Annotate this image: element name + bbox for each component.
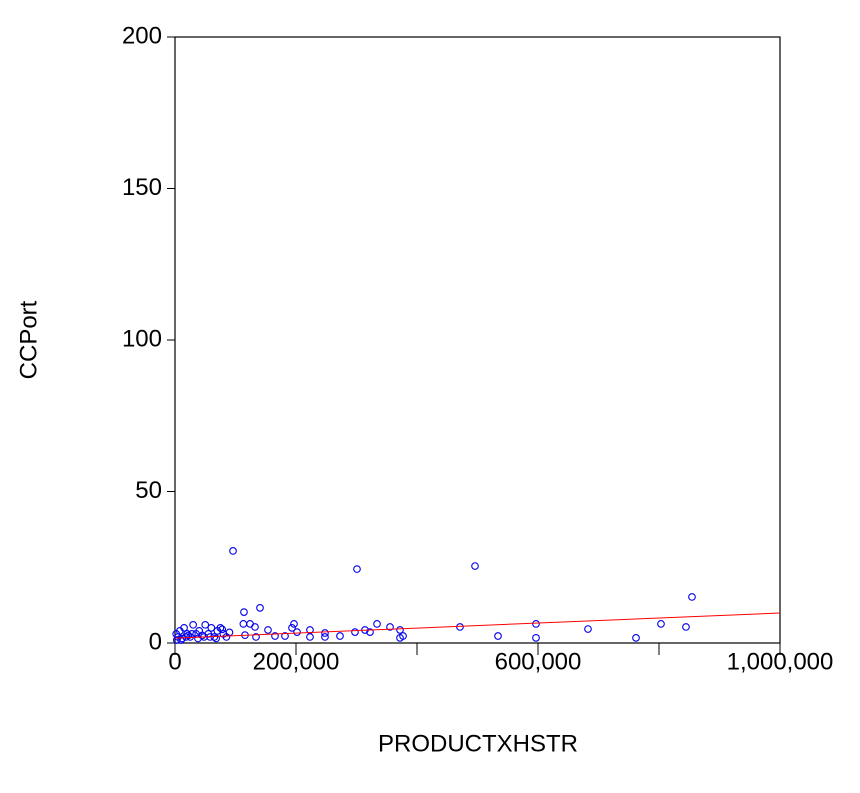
x-tick-label: 1,000,000 xyxy=(727,648,834,675)
point xyxy=(471,562,479,570)
point xyxy=(632,633,640,642)
point xyxy=(657,620,665,628)
y-tick-label: 0 xyxy=(149,628,162,655)
point xyxy=(246,620,254,628)
point xyxy=(201,620,210,629)
point xyxy=(532,620,540,628)
y-tick-label: 50 xyxy=(135,477,162,504)
point xyxy=(180,623,188,632)
point xyxy=(212,634,220,643)
fit-line xyxy=(174,612,781,639)
y-tick-label: 150 xyxy=(122,174,162,201)
point xyxy=(688,593,696,601)
x-tick-label: 0 xyxy=(168,648,181,675)
point xyxy=(264,626,272,634)
point xyxy=(240,608,248,616)
point xyxy=(172,636,181,644)
point xyxy=(271,632,279,640)
point xyxy=(207,623,216,632)
plot-frame xyxy=(174,36,781,644)
point xyxy=(456,623,464,631)
point xyxy=(396,626,404,634)
point xyxy=(353,565,361,573)
point xyxy=(386,623,394,631)
point xyxy=(321,633,329,641)
point xyxy=(494,632,502,640)
point xyxy=(321,629,329,637)
x-tick-label: 600,000 xyxy=(495,648,582,675)
point xyxy=(239,620,248,628)
x-tick-label: 200,000 xyxy=(253,648,340,675)
point xyxy=(682,623,690,631)
point xyxy=(281,632,289,640)
point xyxy=(584,625,592,633)
point xyxy=(532,633,540,642)
point xyxy=(396,633,404,642)
point xyxy=(293,628,301,636)
point xyxy=(306,633,314,641)
point xyxy=(351,628,359,636)
point xyxy=(288,623,296,632)
point xyxy=(373,620,381,628)
point xyxy=(256,604,264,612)
point xyxy=(189,620,197,629)
y-tick-label: 100 xyxy=(122,325,162,352)
point xyxy=(216,623,225,632)
point xyxy=(336,632,344,640)
point xyxy=(290,620,298,628)
point xyxy=(251,623,259,631)
x-axis-label: PRODUCTXHSTR xyxy=(378,730,578,757)
point xyxy=(184,631,193,640)
point xyxy=(229,547,237,555)
point xyxy=(218,625,227,634)
point xyxy=(252,633,260,641)
point xyxy=(366,628,374,636)
y-tick-label: 200 xyxy=(122,22,162,49)
y-axis-label: CCPort xyxy=(15,300,42,379)
